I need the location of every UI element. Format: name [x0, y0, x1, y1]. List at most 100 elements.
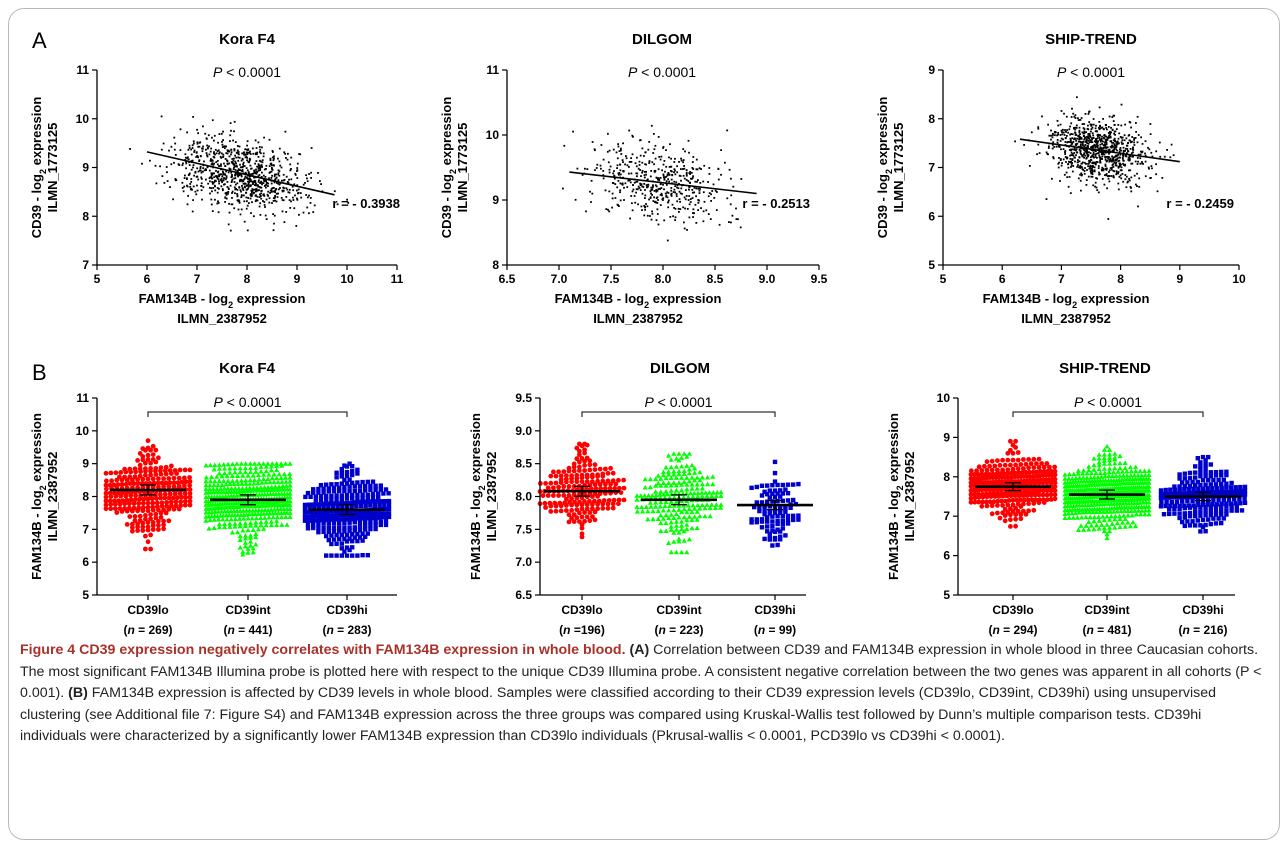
scatter-point: [249, 197, 252, 200]
data-point: [143, 546, 148, 552]
scatter-point: [240, 208, 243, 211]
scatter-point: [246, 159, 248, 162]
scatter-point: [1108, 175, 1111, 177]
data-point: [378, 511, 384, 516]
scatter-point: [273, 187, 275, 189]
scatter-point: [267, 195, 269, 197]
scatter-point: [1071, 148, 1074, 151]
scatter-point: [1108, 169, 1111, 172]
scatter-point: [253, 170, 256, 173]
scatter-point: [199, 169, 201, 172]
data-point: [321, 521, 326, 526]
data-point: [1033, 489, 1039, 494]
data-point: [214, 474, 220, 479]
data-point: [759, 519, 765, 524]
scatter-point: [256, 165, 258, 168]
data-point: [1163, 503, 1168, 509]
scatter-point: [1077, 119, 1080, 121]
data-point: [347, 477, 352, 482]
data-point: [164, 503, 170, 509]
data-point: [358, 512, 364, 517]
data-point: [1181, 491, 1186, 496]
scatter-point: [1062, 138, 1064, 141]
data-point: [783, 533, 788, 538]
data-point: [109, 478, 114, 484]
scatter-point: [602, 174, 605, 176]
scatter-point: [270, 164, 273, 167]
scatter-point: [1030, 131, 1033, 134]
scatter-point: [1094, 163, 1097, 166]
scatter-point: [620, 147, 622, 150]
scatter-point: [244, 182, 247, 185]
scatter-point: [1092, 123, 1095, 126]
data-point: [1213, 504, 1219, 509]
y-tick-label: 9: [928, 63, 935, 77]
data-point: [268, 467, 274, 473]
scatter-point: [1070, 154, 1073, 156]
data-point: [331, 489, 337, 494]
data-point: [250, 527, 256, 532]
scatter-point: [1093, 156, 1095, 159]
data-point: [363, 523, 368, 528]
data-point: [676, 507, 682, 512]
scatter-point: [651, 194, 653, 196]
scatter-point: [236, 173, 239, 176]
scatter-point: [253, 215, 255, 218]
data-point: [642, 484, 648, 490]
data-point: [1142, 472, 1148, 478]
scatter-point: [1088, 133, 1091, 136]
data-point: [326, 537, 331, 543]
data-point: [1198, 529, 1203, 534]
scatter-point: [189, 185, 192, 188]
scatter-point: [607, 132, 609, 135]
scatter-point: [211, 210, 214, 212]
scatter-point: [1106, 167, 1108, 170]
data-point: [989, 458, 995, 464]
scatter-point: [649, 190, 652, 193]
data-point: [1101, 525, 1107, 531]
data-point: [232, 469, 238, 475]
scatter-point: [234, 183, 237, 186]
data-point: [211, 466, 217, 472]
data-point: [167, 491, 173, 497]
scatter-point: [1125, 137, 1128, 140]
data-point: [378, 487, 383, 492]
scatter-point: [1091, 172, 1094, 174]
data-point: [310, 502, 315, 507]
data-point: [360, 531, 365, 536]
scatter-point: [210, 187, 213, 190]
data-point: [976, 499, 981, 505]
data-point: [762, 512, 767, 517]
scatter-point: [299, 192, 302, 194]
data-point: [1190, 519, 1195, 524]
data-point: [386, 514, 392, 520]
scatter-point: [1058, 157, 1060, 159]
scatter-point: [1135, 131, 1137, 133]
data-point: [1229, 489, 1235, 494]
scatter-point: [639, 154, 642, 157]
scatter-point: [1092, 162, 1094, 164]
scatter-point: [602, 177, 605, 180]
scatter-point: [1115, 148, 1117, 151]
scatter-point: [648, 162, 651, 164]
scatter-point: [697, 209, 699, 211]
data-point: [710, 490, 716, 495]
data-point: [974, 468, 979, 474]
data-point: [334, 482, 339, 487]
scatter-point: [1115, 164, 1118, 167]
scatter-point: [687, 180, 690, 182]
scatter-point: [673, 207, 675, 209]
data-point: [569, 496, 574, 501]
scatter-point: [639, 184, 642, 186]
scatter-point: [1107, 177, 1110, 180]
data-point: [229, 478, 236, 483]
data-point: [1177, 511, 1182, 516]
y-axis-probe-label: ILMN_1773125: [455, 123, 470, 213]
data-point: [778, 537, 783, 542]
scatter-point: [720, 149, 722, 151]
data-point: [274, 518, 280, 524]
data-points: [1014, 96, 1175, 220]
data-point: [248, 532, 254, 538]
scatter-point: [232, 139, 234, 142]
scatter-point: [1117, 124, 1120, 126]
